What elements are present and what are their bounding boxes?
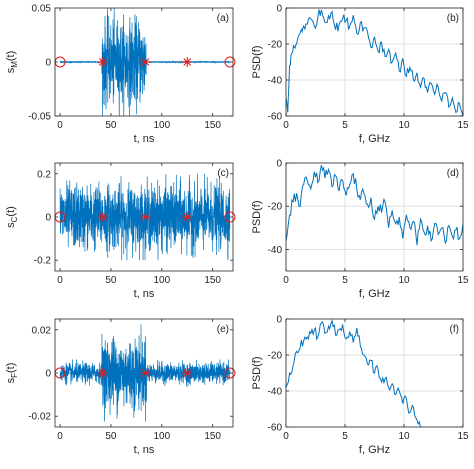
y-axis-label: sC(t) — [5, 206, 19, 228]
y-tick-label: -60 — [268, 423, 283, 434]
panel-label: (e) — [217, 324, 229, 335]
plot-area — [286, 8, 463, 116]
y-axis-label: sF(t) — [5, 363, 19, 384]
x-tick-label: 5 — [342, 275, 348, 286]
x-tick-label: 100 — [153, 431, 170, 442]
x-tick-label: 10 — [398, 431, 410, 442]
chart-panel-f: 0 5 10 15 -60 -40 -20 0 f, GHz PSD(f) (f) — [251, 315, 469, 457]
y-tick-label: -20 — [268, 202, 283, 213]
y-tick-label: -0.02 — [28, 412, 51, 423]
star-marker — [182, 368, 193, 378]
x-tick-label: 0 — [57, 120, 63, 131]
signal-line — [59, 173, 231, 261]
axes-frame — [285, 7, 464, 117]
x-tick-label: 5 — [342, 431, 348, 442]
y-axis-label: PSD(f) — [251, 357, 263, 390]
circle-marker — [224, 211, 236, 223]
y-tick-label: 0 — [45, 369, 51, 380]
y-tick-label: 0 — [45, 58, 51, 69]
x-axis-label: f, GHz — [359, 288, 390, 300]
y-axis-label: PSD(f) — [251, 201, 263, 234]
y-tick-label: -40 — [268, 76, 283, 87]
star-marker — [97, 368, 108, 378]
star-marker — [140, 212, 151, 222]
chart-panel-b: 0 5 10 15 -60 -40 -20 0 f, GHz PSD(f) (b) — [251, 4, 469, 146]
x-tick-label: 100 — [153, 275, 170, 286]
x-tick-label: 0 — [283, 275, 289, 286]
x-tick-label: 0 — [57, 431, 63, 442]
y-tick-label: 0 — [45, 213, 51, 224]
chart-panel-e: 0 50 100 150 -0.02 0 0.02 t, ns sF(t) (e) — [5, 318, 236, 456]
star-marker — [182, 212, 193, 222]
y-tick-label: -40 — [268, 387, 283, 398]
x-tick-label: 50 — [105, 431, 117, 442]
x-tick-label: 0 — [57, 275, 63, 286]
chart-panel-d: 0 5 10 15 -40 -20 0 f, GHz PSD(f) (d) — [251, 159, 469, 301]
x-tick-label: 15 — [457, 431, 469, 442]
circle-marker — [224, 56, 236, 68]
y-tick-label: 0 — [276, 315, 282, 326]
x-tick-label: 10 — [398, 275, 410, 286]
x-tick-label: 0 — [283, 120, 289, 131]
star-marker — [140, 368, 151, 378]
panel-label: (b) — [447, 13, 459, 24]
psd-line — [286, 9, 463, 116]
star-marker — [140, 57, 151, 67]
y-tick-label: -0.2 — [34, 256, 52, 267]
star-marker — [182, 57, 193, 67]
y-tick-label: -20 — [268, 40, 283, 51]
x-axis-label: t, ns — [134, 444, 155, 456]
y-axis-label: PSD(f) — [251, 46, 263, 79]
panel-label: (a) — [217, 13, 229, 24]
y-tick-label: 0 — [276, 159, 282, 170]
psd-line — [286, 319, 422, 427]
x-tick-label: 10 — [398, 120, 410, 131]
y-tick-label: -40 — [268, 245, 283, 256]
x-tick-label: 15 — [457, 275, 469, 286]
circle-marker — [224, 367, 236, 379]
chart-panel-a: 0 50 100 150 -0.05 0 0.05 t, ns sM(t) (a) — [5, 4, 236, 145]
y-tick-label: 0.2 — [37, 169, 51, 180]
y-tick-label: -20 — [268, 351, 283, 362]
x-tick-label: 150 — [204, 275, 221, 286]
x-tick-label: 15 — [457, 120, 469, 131]
x-tick-label: 150 — [204, 120, 221, 131]
y-tick-label: 0 — [276, 4, 282, 15]
y-tick-label: -60 — [268, 112, 283, 123]
star-marker — [97, 57, 108, 67]
axes-frame — [285, 318, 464, 428]
x-tick-label: 50 — [105, 120, 117, 131]
panel-label: (d) — [447, 168, 459, 179]
y-axis-label: sM(t) — [5, 51, 19, 74]
y-tick-label: -0.05 — [28, 112, 51, 123]
panel-label: (c) — [217, 168, 229, 179]
x-tick-label: 5 — [342, 120, 348, 131]
y-tick-label: 0.02 — [32, 325, 52, 336]
chart-panel-c: 0 50 100 150 -0.2 0 0.2 t, ns sC(t) (c) — [5, 162, 236, 300]
x-tick-label: 0 — [283, 431, 289, 442]
x-tick-label: 150 — [204, 431, 221, 442]
x-tick-label: 100 — [153, 120, 170, 131]
star-marker — [97, 212, 108, 222]
x-axis-label: t, ns — [134, 133, 155, 145]
psd-line — [286, 165, 463, 246]
panel-label: (f) — [450, 324, 459, 335]
x-axis-label: f, GHz — [359, 133, 390, 145]
x-axis-label: f, GHz — [359, 444, 390, 456]
axes-frame — [285, 162, 464, 272]
x-axis-label: t, ns — [134, 288, 155, 300]
x-tick-label: 50 — [105, 275, 117, 286]
y-tick-label: 0.05 — [32, 4, 52, 15]
